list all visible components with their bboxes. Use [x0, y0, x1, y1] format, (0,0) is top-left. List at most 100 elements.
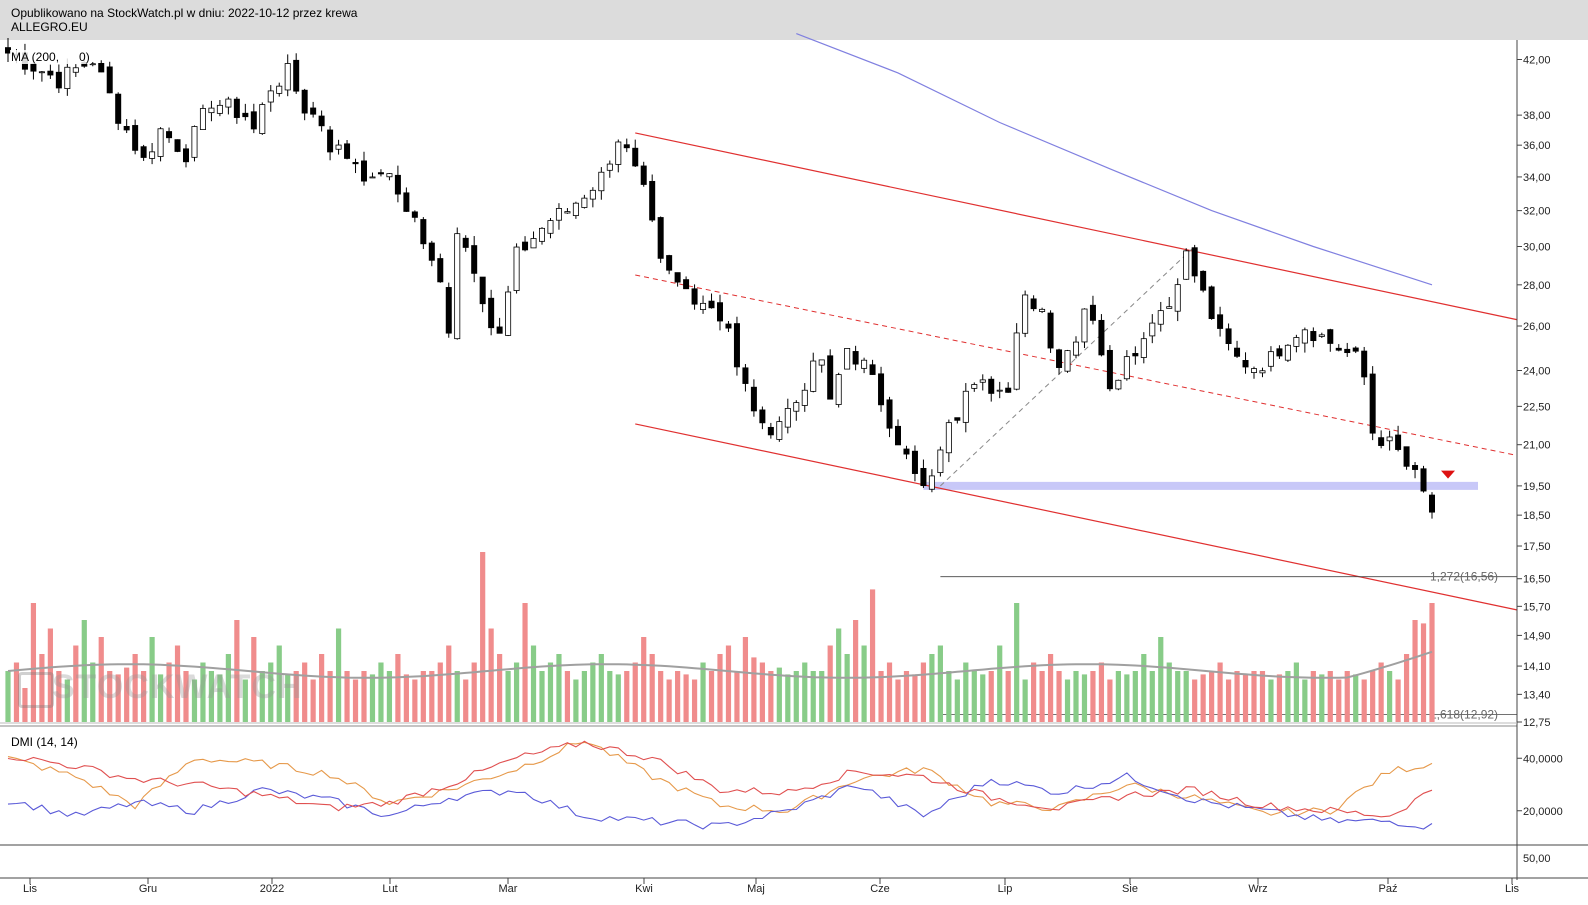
- candle: [386, 173, 393, 181]
- dmi-series-line: [7, 772, 1433, 830]
- candle-body: [1039, 308, 1046, 312]
- candle-body: [445, 287, 452, 334]
- candle-body: [301, 89, 308, 114]
- candle: [700, 295, 707, 314]
- volume-bar: [1420, 623, 1427, 722]
- x-tick-label: Cze: [870, 883, 890, 895]
- candle: [225, 96, 232, 115]
- candle: [1429, 492, 1436, 519]
- candle-body: [1403, 446, 1410, 467]
- volume-bar: [200, 662, 206, 722]
- candle-body: [1106, 349, 1113, 390]
- candle-body: [988, 378, 995, 394]
- volume-bar: [844, 654, 850, 722]
- candle-body: [437, 258, 444, 283]
- candle-body: [1234, 347, 1241, 357]
- candle-body: [1429, 494, 1436, 513]
- candle-body: [428, 242, 435, 261]
- volume-bar: [658, 671, 664, 722]
- candle: [742, 364, 749, 392]
- volume-bar: [1073, 671, 1079, 722]
- candle: [1386, 430, 1393, 451]
- y-tick-label: 15,70: [1523, 601, 1551, 613]
- candle: [606, 160, 613, 178]
- candle: [1242, 352, 1249, 374]
- candle-body: [945, 422, 952, 454]
- candle: [233, 96, 240, 124]
- candle-body: [818, 359, 825, 366]
- candle: [1098, 314, 1105, 357]
- candle-body: [369, 176, 376, 179]
- volume-bar: [853, 620, 859, 722]
- candle: [810, 352, 817, 393]
- candle: [98, 60, 105, 73]
- y-tick-label: 14,10: [1523, 661, 1551, 673]
- candle: [1073, 336, 1080, 359]
- candle: [454, 227, 461, 340]
- candle: [801, 383, 808, 412]
- candle-body: [233, 98, 240, 118]
- candle-body: [996, 389, 1003, 392]
- volume-bar: [386, 671, 393, 722]
- candle-body: [394, 174, 401, 195]
- candle-body: [776, 421, 783, 440]
- x-tick-label: Sie: [1122, 883, 1138, 895]
- candle-body: [971, 384, 978, 389]
- candle: [132, 119, 139, 155]
- volume-bar: [522, 603, 528, 722]
- ma200-line: [796, 33, 1433, 286]
- candle-body: [708, 300, 715, 309]
- volume-bar: [802, 662, 808, 722]
- volume-bar: [700, 662, 706, 722]
- candle: [683, 276, 690, 290]
- candle: [1174, 278, 1181, 322]
- volume-bar: [488, 628, 494, 722]
- candle-body: [1098, 319, 1105, 356]
- candle: [1106, 345, 1113, 392]
- volume-bar: [251, 637, 257, 722]
- candle-body: [1056, 349, 1063, 368]
- volume-bar: [708, 671, 715, 722]
- candle-body: [157, 128, 164, 157]
- candle: [1005, 382, 1012, 393]
- candle: [1251, 366, 1258, 379]
- candle: [403, 187, 410, 212]
- candle: [1123, 350, 1130, 381]
- candle-body: [1022, 294, 1029, 334]
- candle: [293, 53, 300, 94]
- candle: [1183, 248, 1190, 280]
- ma200-layer: [796, 33, 1433, 286]
- candle: [1149, 314, 1156, 344]
- candle-body: [344, 143, 351, 159]
- candle: [140, 144, 147, 161]
- volume-bar: [395, 654, 401, 722]
- stockwatch-logo-icon: [18, 672, 54, 708]
- y-tick-label: 12,75: [1523, 717, 1551, 729]
- candle: [216, 100, 223, 117]
- candle: [310, 101, 317, 118]
- volume-bar: [1276, 674, 1283, 722]
- candle: [632, 139, 639, 168]
- candle: [242, 103, 249, 121]
- candle: [564, 208, 571, 214]
- volume-bar: [1039, 671, 1045, 722]
- volume-bar: [149, 637, 155, 722]
- candle: [717, 294, 724, 331]
- y-tick-label: 21,00: [1523, 440, 1551, 452]
- candle-body: [1386, 436, 1393, 442]
- candle-body: [242, 112, 249, 118]
- candle-body: [284, 63, 291, 91]
- volume-bar: [429, 671, 435, 722]
- candle-body: [310, 107, 317, 115]
- candle: [1301, 327, 1308, 353]
- candle-body: [55, 71, 62, 89]
- candle-body: [861, 359, 868, 369]
- y-tick-label: 26,00: [1523, 321, 1551, 333]
- candle-body: [683, 279, 690, 290]
- candle: [1081, 308, 1088, 349]
- volume-bar: [208, 671, 215, 722]
- dmi-tick-label: 50,00: [1523, 853, 1551, 865]
- candle-body: [1208, 286, 1215, 319]
- volume-bar: [1370, 671, 1376, 722]
- volume-bar: [141, 671, 147, 722]
